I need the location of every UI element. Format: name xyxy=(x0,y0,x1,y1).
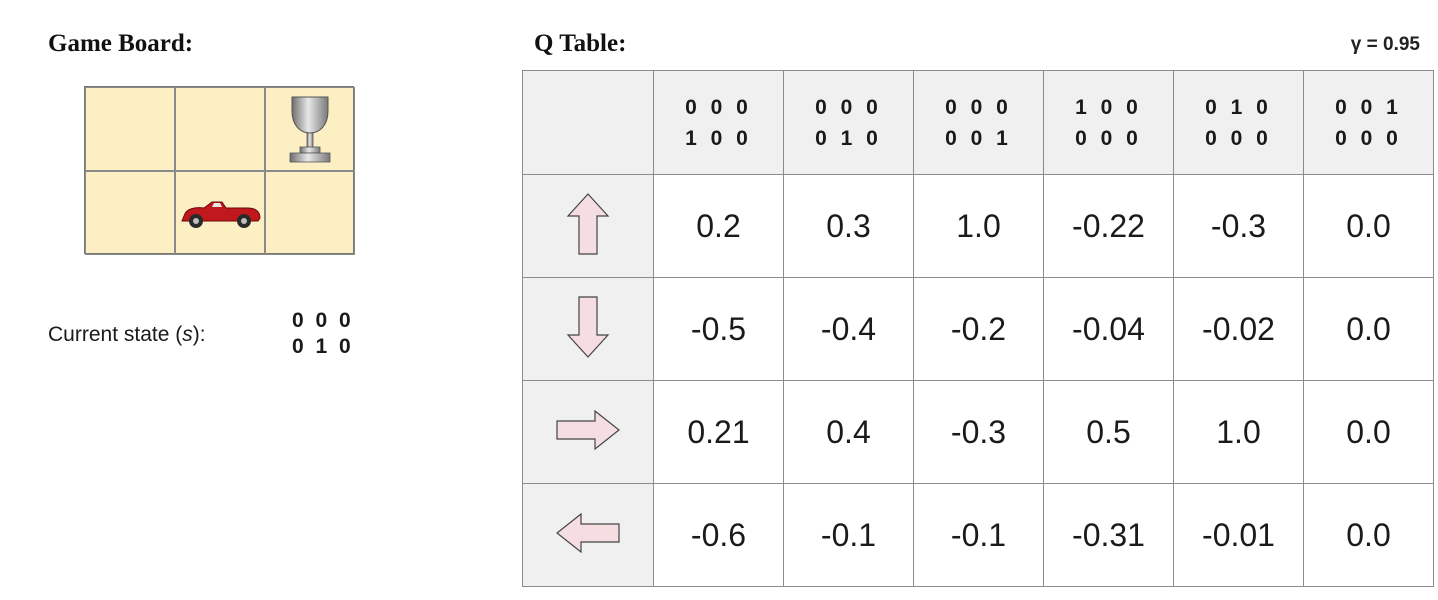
q-value: 1.0 xyxy=(913,174,1044,278)
q-value: -0.22 xyxy=(1043,174,1174,278)
q-value: -0.3 xyxy=(913,380,1044,484)
action-cell xyxy=(522,174,654,278)
q-value: -0.01 xyxy=(1173,483,1304,587)
board-cell-agent xyxy=(175,171,265,255)
action-cell xyxy=(522,483,654,587)
q-value: 0.0 xyxy=(1303,174,1434,278)
q-table-row-left: -0.6 -0.1 -0.1 -0.31 -0.01 0.0 xyxy=(522,483,1434,587)
trophy-icon xyxy=(289,96,331,163)
game-board xyxy=(84,86,355,255)
q-value: -0.1 xyxy=(783,483,914,587)
q-value: 0.3 xyxy=(783,174,914,278)
action-cell xyxy=(522,277,654,381)
q-value: 0.5 xyxy=(1043,380,1174,484)
q-value: 0.0 xyxy=(1303,483,1434,587)
q-value: -0.1 xyxy=(913,483,1044,587)
q-table-row-right: 0.21 0.4 -0.3 0.5 1.0 0.0 xyxy=(522,380,1434,484)
q-value: 0.4 xyxy=(783,380,914,484)
board-cell xyxy=(85,171,175,255)
q-table-row-down: -0.5 -0.4 -0.2 -0.04 -0.02 0.0 xyxy=(522,277,1434,381)
q-value: -0.04 xyxy=(1043,277,1174,381)
board-cell xyxy=(265,171,355,255)
board-cell-goal xyxy=(265,87,355,171)
q-value: -0.4 xyxy=(783,277,914,381)
action-cell xyxy=(522,380,654,484)
q-table-corner xyxy=(522,70,654,175)
board-cell xyxy=(85,87,175,171)
q-value: -0.31 xyxy=(1043,483,1174,587)
q-value: -0.2 xyxy=(913,277,1044,381)
up-arrow-icon xyxy=(566,192,610,255)
left-arrow-icon xyxy=(556,512,620,553)
q-value: 0.0 xyxy=(1303,277,1434,381)
game-board-title: Game Board: xyxy=(48,30,194,57)
board-cell xyxy=(175,87,265,171)
car-icon xyxy=(181,201,261,228)
q-value: 0.2 xyxy=(653,174,784,278)
state-vector-row: 0 1 0 xyxy=(292,335,354,358)
right-arrow-icon xyxy=(556,409,620,450)
q-value: -0.02 xyxy=(1173,277,1304,381)
current-state-vector: 0 0 0 0 1 0 xyxy=(292,308,354,360)
current-state-label: Current state (s): xyxy=(48,323,206,346)
gamma-value: γ = 0.95 xyxy=(1350,34,1420,55)
q-value: 0.21 xyxy=(653,380,784,484)
q-value: -0.6 xyxy=(653,483,784,587)
q-value: -0.3 xyxy=(1173,174,1304,278)
q-table-title: Q Table: xyxy=(534,30,627,57)
state-vector-row: 0 0 0 xyxy=(292,309,354,332)
q-table-row-up: 0.2 0.3 1.0 -0.22 -0.3 0.0 xyxy=(522,174,1434,278)
q-value: 1.0 xyxy=(1173,380,1304,484)
q-value: -0.5 xyxy=(653,277,784,381)
down-arrow-icon xyxy=(566,295,610,358)
q-value: 0.0 xyxy=(1303,380,1434,484)
